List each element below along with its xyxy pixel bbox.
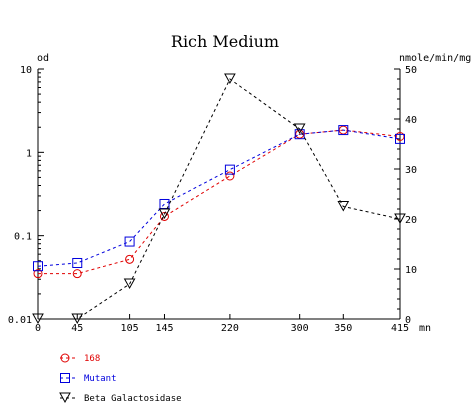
left-tick-label: 10 — [20, 65, 32, 76]
legend: 168 Mutant Beta Galactosidase — [59, 353, 182, 404]
data-point-beta-galactosidase — [337, 201, 350, 212]
left-axis-label: od — [37, 53, 49, 64]
x-tick-label: 220 — [221, 323, 239, 334]
plot-area: 10 1 0.1 0.01 50 40 30 20 10 0 0 45 105 145 220 300 350 4… — [8, 65, 417, 334]
legend-label-beta-galactosidase: Beta Galactosidase — [84, 394, 182, 404]
x-tick-label: 145 — [155, 323, 173, 334]
data-point-168 — [225, 171, 235, 181]
x-tick-label: 105 — [121, 323, 139, 334]
left-tick-label: 0.01 — [8, 315, 32, 326]
data-point-beta-galactosidase — [32, 313, 44, 325]
left-tick-label: 0.1 — [14, 232, 32, 243]
right-tick-label: 30 — [405, 165, 417, 176]
data-point-mutant — [338, 125, 349, 136]
data-point-beta-galactosidase — [293, 123, 306, 135]
data-point-mutant — [395, 133, 405, 144]
data-point-168 — [159, 211, 169, 221]
left-tick-label: 1 — [26, 148, 32, 159]
right-tick-label: 20 — [405, 215, 417, 226]
legend-label-168: 168 — [84, 354, 100, 364]
data-point-beta-galactosidase — [158, 208, 171, 220]
right-tick-label: 50 — [405, 65, 417, 76]
right-axis-label: nmole/min/mg — [399, 53, 471, 64]
right-tick-label: 10 — [405, 265, 417, 276]
data-point-mutant — [124, 236, 135, 247]
series-line-mutant — [37, 129, 401, 267]
x-tick-label: 415 — [391, 323, 409, 334]
series-line-168 — [38, 129, 401, 275]
legend-label-mutant: Mutant — [84, 374, 117, 384]
legend-marker-168 — [60, 353, 70, 363]
legend-marker-mutant — [60, 373, 70, 383]
data-point-168 — [33, 269, 43, 279]
data-point-beta-galactosidase — [123, 278, 136, 290]
x-tick-label: 0 — [35, 323, 41, 334]
data-point-beta-galactosidase — [394, 213, 406, 225]
data-point-beta-galactosidase — [71, 313, 84, 325]
data-point-mutant — [72, 257, 83, 268]
x-tick-label: 350 — [334, 323, 352, 334]
data-point-mutant — [224, 164, 235, 175]
data-point-mutant — [159, 198, 170, 209]
right-tick-label: 40 — [405, 115, 417, 126]
chart-title: Rich Medium — [171, 32, 279, 51]
right-tick-label: 0 — [405, 315, 411, 326]
data-point-beta-galactosidase — [224, 73, 236, 85]
data-point-168 — [125, 254, 135, 264]
data-point-168 — [72, 269, 82, 279]
legend-marker-beta-galactosidase — [59, 392, 71, 404]
x-tick-label: 300 — [291, 323, 309, 334]
series-line-beta-galactosidase — [38, 78, 401, 320]
x-axis-unit: mn — [419, 323, 431, 334]
data-point-mutant — [33, 261, 43, 272]
x-tick-label: 45 — [71, 323, 83, 334]
